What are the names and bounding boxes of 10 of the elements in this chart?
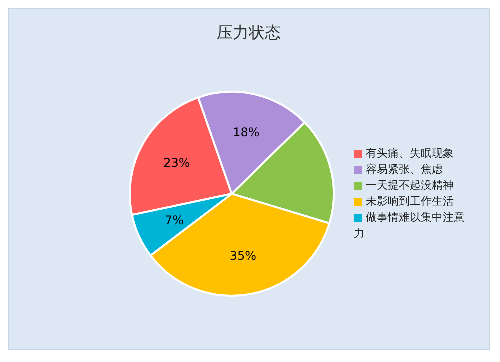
legend-label: 有头痛、失眠现象	[366, 147, 454, 160]
data-label: 23%	[164, 156, 190, 170]
legend-label: 做事情难以集中注意力	[354, 211, 465, 240]
data-label: 35%	[230, 249, 257, 264]
chart-title: 压力状态	[216, 22, 282, 44]
data-label: 7%	[164, 213, 184, 228]
legend-label: 未影响到工作生活	[366, 195, 454, 208]
legend-label: 容易紧张、焦虑	[366, 163, 443, 176]
legend-label: 一天提不起没精神	[366, 179, 454, 192]
data-label: 18%	[233, 125, 260, 140]
